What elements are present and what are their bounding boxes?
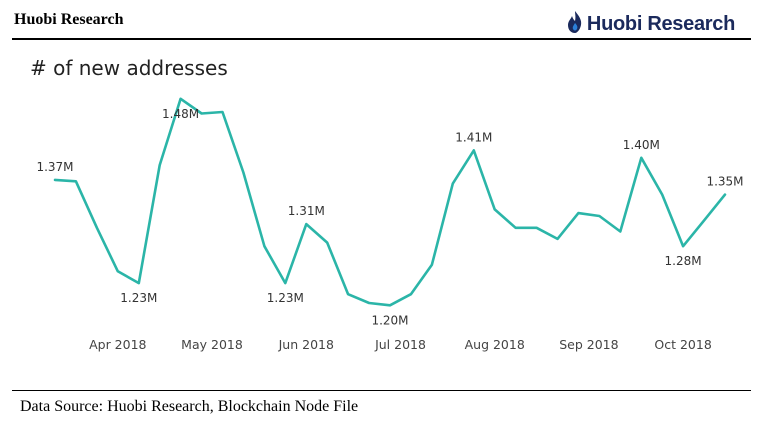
- x-tick-label: May 2018: [181, 337, 243, 352]
- data-label: 1.31M: [288, 204, 325, 218]
- data-label: 1.28M: [665, 254, 702, 268]
- data-source-note: Data Source: Huobi Research, Blockchain …: [20, 398, 359, 415]
- data-label: 1.20M: [371, 313, 408, 327]
- report-header-title: Huobi Research: [14, 11, 124, 28]
- header-divider: [12, 38, 751, 40]
- chart-container: # of new addresses 1.37M 1.23M 1.48M 1.23M 1…: [22, 44, 757, 364]
- x-tick-label: Sep 2018: [559, 337, 618, 352]
- x-tick-label: Apr 2018: [89, 337, 146, 352]
- line-chart: 1.37M 1.23M 1.48M 1.23M 1.31M 1.20M 1.41M 1.40M…: [36, 97, 744, 352]
- data-label: 1.23M: [267, 291, 304, 305]
- data-label: 1.37M: [36, 160, 73, 174]
- brand-name: Huobi Research: [586, 12, 735, 35]
- data-label: 1.40M: [623, 138, 660, 152]
- data-label: 1.41M: [455, 130, 492, 144]
- chart-title: # of new addresses: [30, 56, 228, 80]
- x-tick-label: Aug 2018: [465, 337, 525, 352]
- x-tick-label: Jun 2018: [278, 337, 334, 352]
- x-tick-label: Oct 2018: [654, 337, 711, 352]
- series-line: [53, 97, 727, 307]
- data-label: 1.23M: [120, 291, 157, 305]
- data-label: 1.35M: [706, 175, 743, 189]
- footer-divider: [12, 390, 751, 391]
- data-labels: 1.37M 1.23M 1.48M 1.23M 1.31M 1.20M 1.41M 1.40M…: [36, 107, 743, 327]
- x-tick-label: Jul 2018: [374, 337, 426, 352]
- huobi-flame-icon: [567, 10, 583, 39]
- brand-logo: Huobi Research: [567, 10, 735, 38]
- data-label: 1.48M: [162, 107, 199, 121]
- x-axis-ticks: Apr 2018 May 2018 Jun 2018 Jul 2018 Aug 2018…: [89, 337, 712, 352]
